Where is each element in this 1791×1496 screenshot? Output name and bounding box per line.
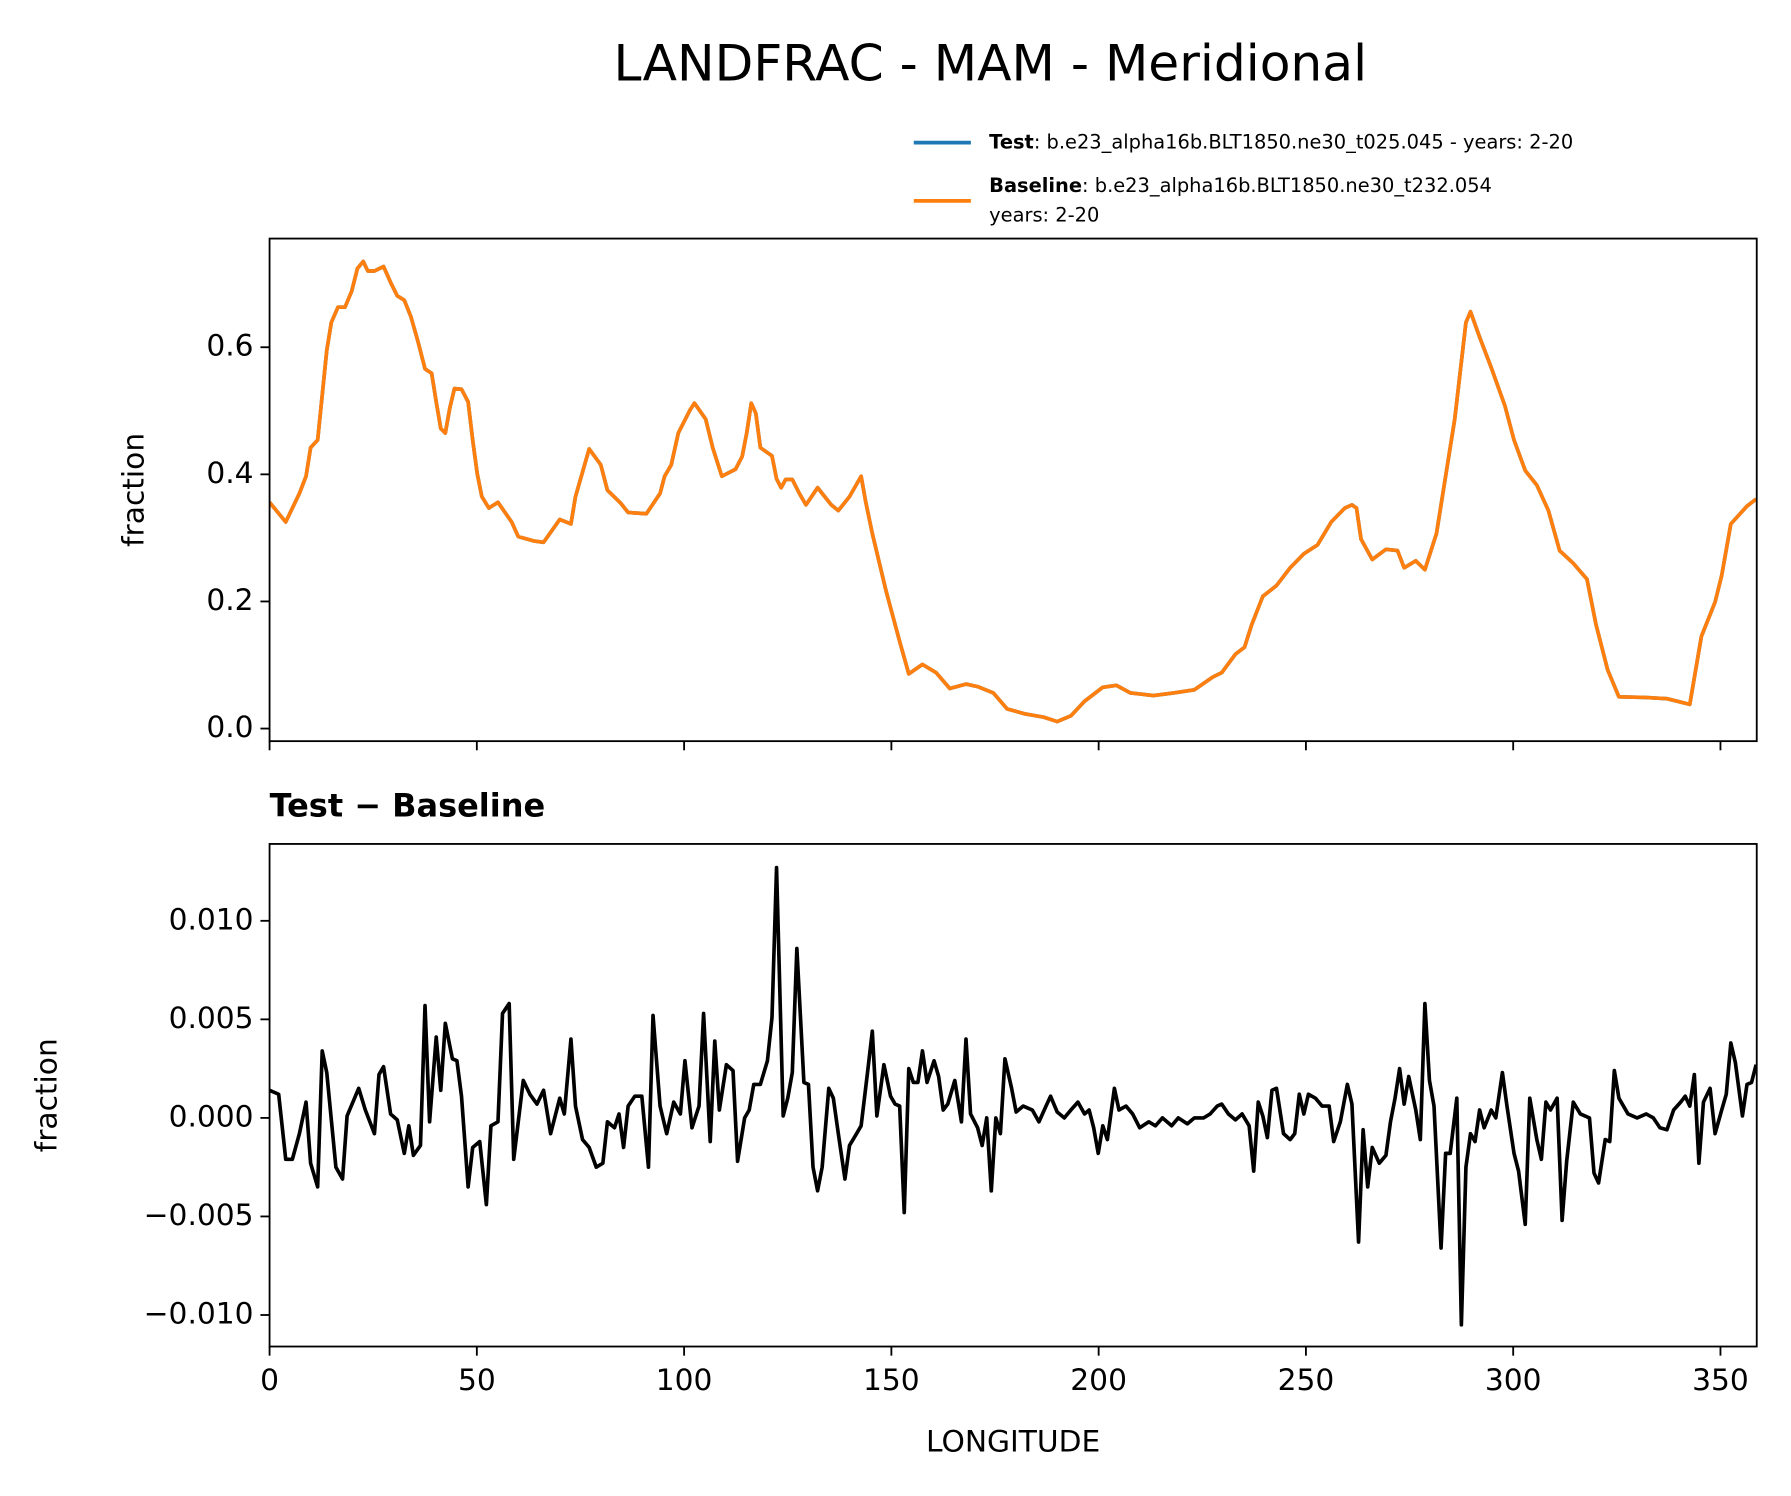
- data-line: [269, 259, 1757, 724]
- y-tick-label: −0.010: [144, 1296, 254, 1331]
- x-axis-label: LONGITUDE: [926, 1425, 1100, 1460]
- legend-description: years: 2-20: [989, 203, 1099, 226]
- y-tick-label: −0.005: [144, 1198, 254, 1233]
- legend-label: years: 2-20: [989, 203, 1099, 226]
- legend-description: : b.e23_alpha16b.BLT1850.ne30_t232.054: [1082, 174, 1492, 197]
- legend-label: Baseline: b.e23_alpha16b.BLT1850.ne30_t2…: [989, 174, 1492, 197]
- x-tick-label: 350: [1692, 1363, 1749, 1398]
- background: [0, 7, 1791, 1489]
- x-tick-label: 100: [656, 1363, 713, 1398]
- data-line: [269, 865, 1757, 1327]
- y-tick-label: 0.005: [169, 1001, 254, 1036]
- x-tick-label: 50: [458, 1363, 496, 1398]
- y-tick-label: 0.2: [206, 583, 253, 618]
- legend-name: Baseline: [989, 174, 1082, 197]
- plot-area: [269, 865, 1757, 1327]
- y-tick-label: 0.6: [206, 329, 253, 364]
- y-tick-label: 0.010: [169, 902, 254, 937]
- legend-label: Test: b.e23_alpha16b.BLT1850.ne30_t025.0…: [989, 130, 1573, 153]
- x-tick-label: 200: [1070, 1363, 1127, 1398]
- x-tick-label: 300: [1485, 1363, 1542, 1398]
- subplot-title: Test − Baseline: [270, 787, 546, 825]
- y-axis-label: fraction: [116, 433, 151, 547]
- x-tick-label: 0: [260, 1363, 279, 1398]
- figure-title: LANDFRAC - MAM - Meridional: [614, 34, 1368, 93]
- y-tick-label: 0.0: [206, 710, 253, 745]
- y-tick-label: 0.000: [169, 1099, 254, 1134]
- legend-name: Test: [989, 130, 1034, 153]
- y-tick-label: 0.4: [206, 456, 253, 491]
- plot-area: [269, 259, 1757, 724]
- y-axis-label: fraction: [29, 1038, 64, 1152]
- x-tick-label: 250: [1278, 1363, 1335, 1398]
- axes-frame: [268, 237, 1758, 743]
- axes-frame: [268, 843, 1758, 1348]
- x-tick-label: 150: [863, 1363, 920, 1398]
- legend-description: : b.e23_alpha16b.BLT1850.ne30_t025.045 -…: [1034, 130, 1573, 153]
